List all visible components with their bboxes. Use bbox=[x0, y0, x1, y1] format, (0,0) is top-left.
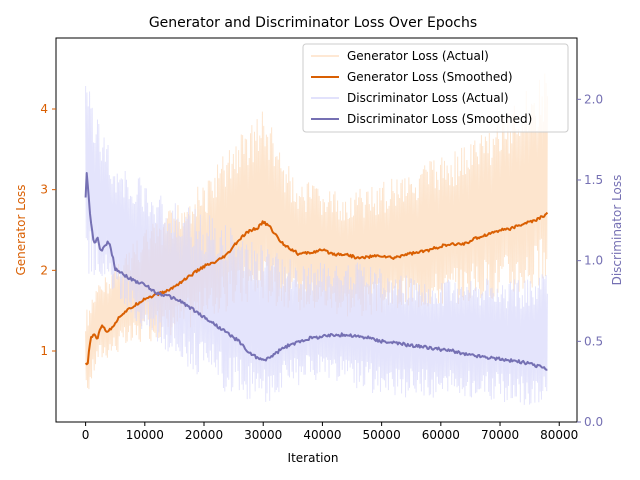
discriminator-actual-line bbox=[85, 85, 548, 405]
y-right-tick-label: 1.0 bbox=[584, 254, 603, 268]
y-left-tick-label: 4 bbox=[40, 102, 48, 116]
x-tick-label: 70000 bbox=[481, 428, 519, 442]
legend-label: Generator Loss (Smoothed) bbox=[347, 70, 513, 84]
y-axis-right: 0.0 0.5 1.0 1.5 2.0 bbox=[577, 92, 603, 429]
legend-label: Discriminator Loss (Smoothed) bbox=[347, 112, 532, 126]
x-axis: 0 10000 20000 30000 40000 50000 60000 70000 8000… bbox=[82, 422, 578, 442]
x-tick-label: 40000 bbox=[303, 428, 341, 442]
x-tick-label: 80000 bbox=[540, 428, 578, 442]
discriminator-smoothed-line bbox=[84, 172, 548, 371]
y-right-tick-label: 0.0 bbox=[584, 415, 603, 429]
y-axis-left-title: Generator Loss bbox=[14, 184, 28, 275]
generator-smoothed-line bbox=[84, 211, 549, 366]
legend-box bbox=[302, 43, 569, 133]
legend: Generator Loss (Actual) Generator Loss (S… bbox=[302, 43, 569, 133]
y-right-tick-label: 1.5 bbox=[584, 173, 603, 187]
x-axis-title: Iteration bbox=[288, 451, 339, 465]
y-left-tick-label: 1 bbox=[40, 344, 48, 358]
plot-frame bbox=[55, 37, 578, 423]
y-axis-right-title: Discriminator Loss bbox=[610, 175, 624, 286]
smoothed-lines bbox=[84, 172, 549, 371]
y-left-tick-label: 3 bbox=[40, 183, 48, 197]
x-tick-label: 0 bbox=[82, 428, 90, 442]
chart-title: Generator and Discriminator Loss Over Ep… bbox=[149, 15, 477, 31]
x-tick-label: 50000 bbox=[363, 428, 401, 442]
x-tick-label: 10000 bbox=[126, 428, 164, 442]
legend-label: Discriminator Loss (Actual) bbox=[347, 91, 509, 105]
y-left-tick-label: 2 bbox=[40, 263, 48, 277]
legend-label: Generator Loss (Actual) bbox=[347, 49, 489, 63]
x-tick-label: 30000 bbox=[244, 428, 282, 442]
x-tick-label: 60000 bbox=[422, 428, 460, 442]
y-right-tick-label: 0.5 bbox=[584, 334, 603, 348]
x-tick-label: 20000 bbox=[185, 428, 223, 442]
y-right-tick-label: 2.0 bbox=[584, 92, 603, 106]
y-axis-left: 1 2 3 4 bbox=[40, 102, 56, 358]
